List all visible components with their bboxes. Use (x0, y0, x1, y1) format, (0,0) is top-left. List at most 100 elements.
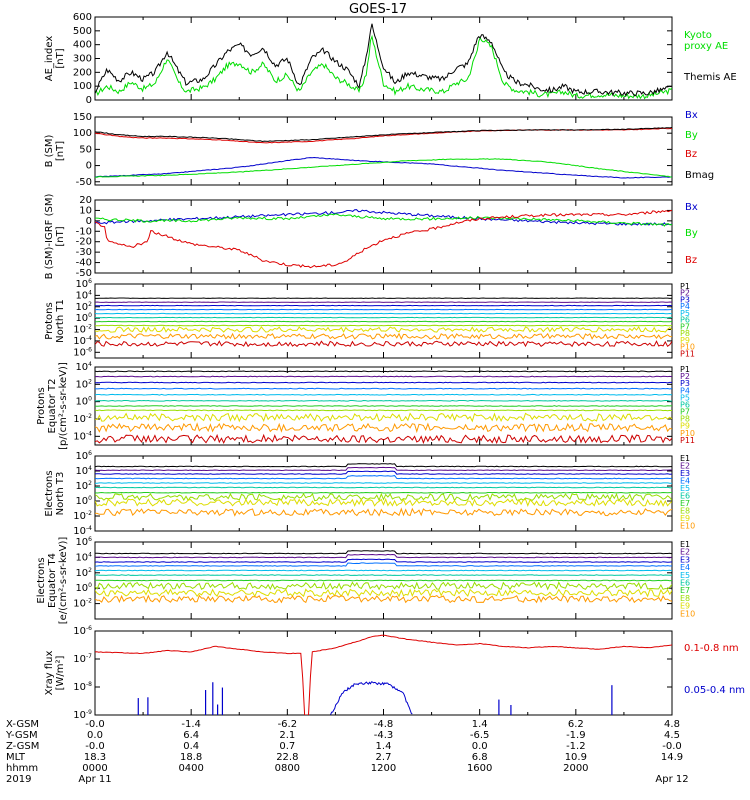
legend-p6: P6 (680, 316, 690, 325)
y-axis-label: Equator T4 (47, 553, 58, 608)
y-tick-label: 102 (75, 480, 92, 492)
y-tick-label: 200 (73, 67, 92, 78)
y-tick-label: 20 (79, 195, 92, 206)
series-bz (95, 209, 672, 269)
y-tick-label: 106 (75, 536, 92, 548)
series-e3 (95, 470, 672, 475)
series-by (95, 158, 672, 178)
plot-area (95, 297, 672, 348)
series-p6 (95, 399, 672, 402)
series-e4 (95, 562, 672, 567)
series-e10 (95, 507, 672, 517)
y-tick-label: -10 (76, 226, 92, 237)
y-tick-label: 10 (79, 205, 92, 216)
legend-e1: E1 (680, 454, 690, 463)
x-axis-value: 18.8 (180, 752, 202, 763)
series-e7 (95, 491, 672, 494)
x-axis-value: 0400 (178, 763, 203, 774)
legend-bmag: Bmag (685, 170, 714, 181)
x-axis-row-label: X-GSM (6, 719, 39, 730)
legend-by: By (685, 130, 698, 141)
series-e6 (95, 574, 672, 576)
y-tick-label: -30 (76, 247, 92, 258)
x-axis-value: 0.0 (87, 730, 103, 741)
series-e3 (95, 558, 672, 563)
legend-e1: E1 (680, 540, 690, 549)
series-e6 (95, 486, 672, 489)
y-axis-label: B (SM)-IGRF (SM) (44, 194, 55, 280)
x-axis-value: 1.4 (376, 741, 392, 752)
y-axis-label: Electrons (36, 557, 47, 603)
y-tick-label: 400 (73, 40, 92, 51)
y-tick-label: 10-2 (73, 324, 92, 336)
series-e8 (95, 581, 672, 591)
y-tick-label: 10-4 (73, 525, 92, 537)
legend-p9: P9 (680, 336, 690, 345)
legend-p3: P3 (680, 379, 690, 388)
legend-p10: P10 (680, 343, 695, 352)
series-e5 (95, 482, 672, 484)
legend-e9: E9 (680, 602, 690, 611)
y-tick-label: 100 (75, 495, 92, 507)
series-e2 (95, 466, 672, 472)
legend-e5: E5 (680, 571, 690, 580)
y-axis-label: Equator T2 (47, 379, 58, 434)
legend-p8: P8 (680, 415, 690, 424)
series-p3 (95, 304, 672, 307)
y-tick-label: 10-6 (73, 625, 92, 637)
series-e9 (95, 588, 672, 598)
legend-e8: E8 (680, 507, 690, 516)
y-axis-label: Xray flux (44, 651, 55, 696)
legend-themis-ae: Themis AE (683, 72, 737, 83)
x-axis-value: 14.9 (661, 752, 683, 763)
series-p11 (95, 340, 672, 348)
series-p2 (95, 375, 672, 378)
legend-p7: P7 (680, 408, 690, 417)
y-tick-label: -50 (76, 177, 92, 188)
y-tick-label: 150 (73, 112, 92, 123)
y-axis-label: [W/m²] (55, 655, 66, 690)
series-e8 (95, 492, 672, 502)
y-axis-label: Electrons (44, 470, 55, 516)
y-axis-label: [nT] (55, 141, 66, 161)
x-axis-value: 0.4 (183, 741, 199, 752)
series-e9 (95, 497, 672, 508)
panel-electrons-t4: 10-2 100 102 104 106 Electrons Equator T4 [e/(c… (36, 536, 695, 624)
panel-ae: 0 100 200 300 400 500 600 AE_index [nT] Kyotoprox… (44, 12, 737, 106)
legend-p11: P11 (680, 436, 695, 445)
y-axis-label: AE_index (44, 36, 55, 82)
series-e1 (95, 550, 672, 555)
series-by (95, 213, 672, 227)
series-kyoto-proxy-ae (95, 34, 672, 100)
x-axis-value: 6.4 (183, 730, 199, 741)
series-p8 (95, 409, 672, 412)
y-tick-label: 600 (73, 12, 92, 23)
x-axis-value: Apr 12 (655, 774, 688, 785)
series-p11 (95, 433, 672, 445)
series-p1 (95, 297, 672, 300)
x-axis-value: 1.4 (472, 719, 488, 730)
x-axis-value: -0.0 (85, 719, 105, 730)
legend-e10: E10 (680, 522, 695, 531)
x-axis-value: -4.8 (374, 719, 394, 730)
series-p7 (95, 320, 672, 323)
x-axis-value: -1.2 (566, 741, 586, 752)
y-tick-label: 10-9 (73, 709, 92, 721)
x-axis-value: 1200 (371, 763, 396, 774)
legend-kyoto-proxy-ae: Kyoto (684, 30, 712, 41)
series-p8 (95, 324, 672, 327)
series-p9 (95, 412, 672, 423)
series-p9 (95, 326, 672, 333)
legend-e2: E2 (680, 462, 690, 471)
legend-e2: E2 (680, 548, 690, 557)
legend-xray-1: 0.05-0.4 nm (684, 685, 745, 696)
series-e2 (95, 553, 672, 559)
plot-area (95, 370, 672, 445)
series-p7 (95, 405, 672, 407)
legend-e5: E5 (680, 484, 690, 493)
y-tick-label: 10-2 (73, 413, 92, 425)
y-tick-label: 10-6 (73, 346, 92, 358)
legend-p7: P7 (680, 322, 690, 331)
